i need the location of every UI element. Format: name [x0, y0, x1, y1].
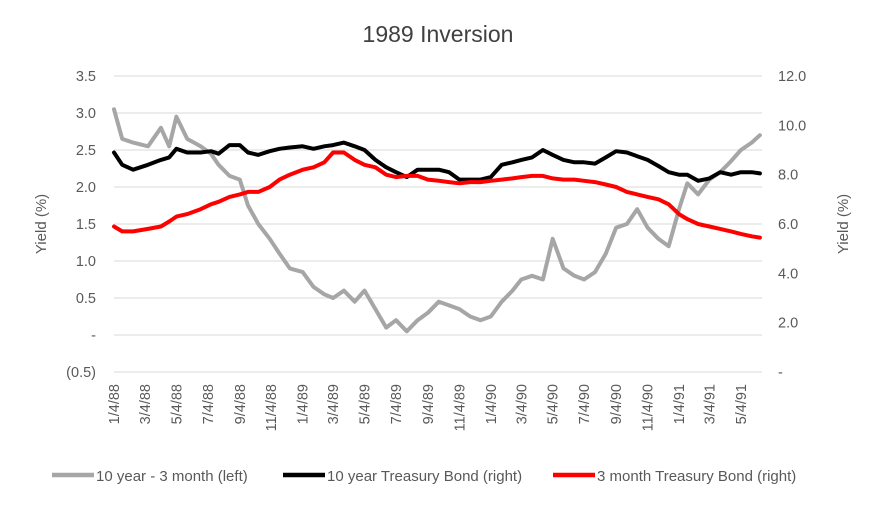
- x-tick-label: 3/4/88: [138, 384, 154, 424]
- x-tick-label: 7/4/88: [201, 384, 217, 424]
- left-axis-ticks: 3.5 3.0 2.5 2.0 1.5 1.0 0.5 - (0.5): [66, 69, 96, 381]
- left-tick-label: 2.5: [76, 143, 96, 159]
- legend-label-1: 10 year - 3 month (left): [96, 468, 248, 485]
- left-tick-label: 0.5: [76, 291, 96, 307]
- x-tick-label: 1/4/88: [107, 384, 123, 424]
- right-tick-label: -: [778, 365, 783, 381]
- x-tick-label: 11/4/89: [452, 384, 468, 431]
- left-tick-label: 1.0: [76, 254, 96, 270]
- chart-title: 1989 Inversion: [363, 21, 514, 47]
- right-axis-title: Yield (%): [835, 194, 852, 254]
- left-tick-label: 3.0: [76, 106, 96, 122]
- x-tick-label: 9/4/89: [421, 384, 437, 424]
- x-tick-label: 5/4/90: [546, 384, 562, 424]
- x-tick-label: 3/4/91: [702, 384, 718, 424]
- right-tick-label: 8.0: [778, 168, 798, 184]
- left-axis-title: Yield (%): [33, 194, 50, 254]
- x-tick-label: 1/4/90: [484, 384, 500, 424]
- x-tick-label: 11/4/88: [264, 384, 280, 431]
- legend-label-2: 10 year Treasury Bond (right): [327, 468, 522, 485]
- series-line-1: [112, 107, 762, 334]
- right-tick-label: 6.0: [778, 217, 798, 233]
- x-axis-ticks: 1/4/88 3/4/88 5/4/88 7/4/88 9/4/88 11/4/88 1/4…: [107, 384, 750, 431]
- series-lines: [112, 107, 762, 334]
- x-tick-label: 11/4/90: [641, 384, 657, 431]
- x-tick-label: 7/4/90: [577, 384, 593, 424]
- right-axis-ticks: 12.0 10.0 8.0 6.0 4.0 2.0 -: [778, 69, 806, 381]
- left-tick-label: -: [91, 328, 96, 344]
- right-tick-label: 2.0: [778, 316, 798, 332]
- x-tick-label: 3/4/90: [514, 384, 530, 424]
- right-tick-label: 10.0: [778, 118, 806, 134]
- right-tick-label: 4.0: [778, 266, 798, 282]
- x-tick-label: 9/4/90: [609, 384, 625, 424]
- gridlines: [114, 75, 762, 373]
- x-tick-label: 5/4/91: [734, 384, 750, 424]
- x-tick-label: 1/4/91: [672, 384, 688, 424]
- left-tick-label: 1.5: [76, 217, 96, 233]
- x-tick-label: 3/4/89: [326, 384, 342, 424]
- x-tick-label: 1/4/89: [296, 384, 312, 424]
- left-tick-label: 3.5: [76, 69, 96, 85]
- left-tick-label: (0.5): [66, 365, 96, 381]
- left-tick-label: 2.0: [76, 180, 96, 196]
- x-tick-label: 5/4/88: [169, 384, 185, 424]
- x-tick-label: 9/4/88: [233, 384, 249, 424]
- legend-label-3: 3 month Treasury Bond (right): [597, 468, 796, 485]
- series-line-3: [112, 150, 762, 240]
- x-tick-label: 5/4/89: [358, 384, 374, 424]
- right-tick-label: 12.0: [778, 69, 806, 85]
- series-line-2: [112, 140, 762, 183]
- x-tick-label: 7/4/89: [389, 384, 405, 424]
- legend: 10 year - 3 month (left) 10 year Treasury…: [52, 468, 796, 485]
